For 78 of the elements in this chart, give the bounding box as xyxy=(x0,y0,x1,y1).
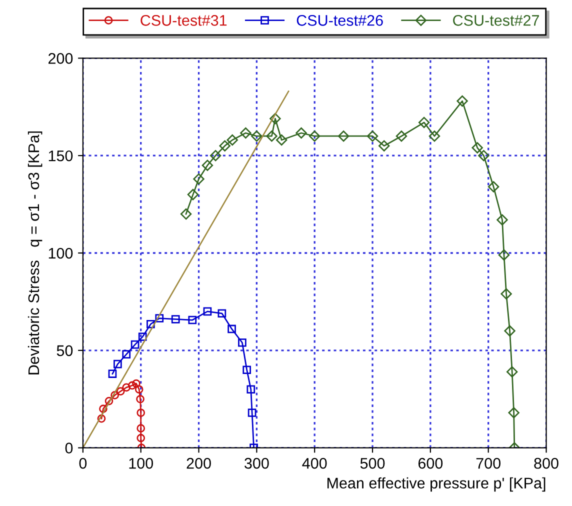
point xyxy=(146,320,155,328)
point xyxy=(472,142,483,154)
point xyxy=(128,381,136,390)
legend-label: CSU-test#27 xyxy=(453,15,539,26)
point xyxy=(504,325,516,337)
point xyxy=(104,396,114,406)
point xyxy=(428,130,440,142)
point xyxy=(136,394,144,404)
point xyxy=(219,140,230,152)
point xyxy=(193,173,204,185)
point xyxy=(488,181,500,192)
point xyxy=(276,134,288,146)
point xyxy=(266,130,278,142)
x-tick-label: 300 xyxy=(244,458,269,469)
point xyxy=(248,408,256,417)
x-tick-label: 100 xyxy=(129,458,154,469)
x-tick-label: 800 xyxy=(534,458,558,469)
point xyxy=(498,249,510,261)
point xyxy=(210,150,222,162)
point xyxy=(202,160,214,171)
point xyxy=(496,214,508,226)
point xyxy=(218,309,226,318)
legend-label: CSU-test#31 xyxy=(140,15,227,26)
point xyxy=(366,130,378,142)
x-tick-label: 400 xyxy=(302,458,327,469)
y-tick-label: 150 xyxy=(48,150,73,162)
point xyxy=(114,360,122,368)
point xyxy=(110,391,119,400)
point xyxy=(238,338,246,347)
point xyxy=(171,315,180,324)
point xyxy=(136,424,146,432)
point xyxy=(99,404,108,414)
x-tick-label: 700 xyxy=(476,458,500,469)
point xyxy=(308,130,320,142)
point xyxy=(136,408,146,417)
point xyxy=(456,95,468,107)
point xyxy=(396,130,408,142)
point xyxy=(136,434,146,442)
point xyxy=(108,370,117,378)
x-tick-label: 0 xyxy=(79,458,87,469)
point xyxy=(270,112,281,124)
point xyxy=(242,366,252,374)
point xyxy=(130,340,140,349)
point xyxy=(378,140,390,152)
point xyxy=(188,316,197,324)
point xyxy=(122,383,131,392)
point xyxy=(228,324,236,334)
x-tick-label: 500 xyxy=(360,458,385,469)
y-tick-label: 200 xyxy=(48,53,73,64)
point xyxy=(296,127,307,139)
point xyxy=(418,116,430,128)
legend-label: CSU-test#26 xyxy=(296,15,383,26)
point xyxy=(226,134,238,146)
y-axis-title: Deviatoric Stress q = σ1 - σ3 [KPa] xyxy=(28,132,42,374)
point xyxy=(203,307,212,316)
point xyxy=(116,387,125,396)
y-tick-label: 100 xyxy=(48,248,73,259)
point xyxy=(134,385,144,394)
x-tick-label: 600 xyxy=(418,458,443,469)
point xyxy=(508,407,520,418)
point xyxy=(251,130,262,142)
y-tick-label: 0 xyxy=(65,442,73,454)
x-tick-label: 200 xyxy=(186,458,211,469)
point xyxy=(338,130,350,142)
point xyxy=(155,314,164,322)
point xyxy=(132,379,140,388)
point xyxy=(478,150,490,162)
point xyxy=(180,208,192,220)
point xyxy=(506,366,518,378)
point xyxy=(246,385,256,394)
point xyxy=(122,350,131,358)
y-tick-label: 50 xyxy=(56,345,73,356)
point xyxy=(187,188,199,200)
x-axis-title: Mean effective pressure p' [KPa] xyxy=(327,477,546,492)
point xyxy=(97,414,106,423)
point xyxy=(138,332,147,341)
point xyxy=(500,288,512,300)
point xyxy=(240,127,252,139)
